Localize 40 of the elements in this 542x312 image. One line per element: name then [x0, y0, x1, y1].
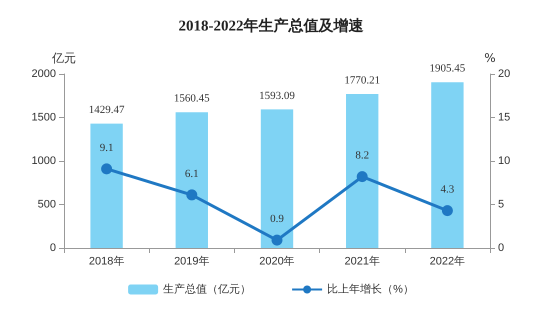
- x-tick-label: 2019年: [174, 256, 210, 268]
- y2-axis-title: %: [484, 51, 496, 65]
- legend-label: 生产总值（亿元）: [163, 282, 252, 296]
- y2-tick-label: 15: [498, 112, 510, 124]
- point: [356, 171, 368, 182]
- chart-title: 2018-2022年生产总值及增速: [178, 18, 364, 34]
- y2-tick-label: 10: [498, 155, 510, 167]
- y-tick-label: 2000: [32, 68, 56, 80]
- x-tick-label: 2020年: [259, 256, 295, 268]
- data-label: 8.2: [355, 150, 370, 162]
- y-tick-label: 1500: [32, 112, 56, 124]
- y2-tick-label: 0: [498, 242, 504, 254]
- bar: [346, 94, 378, 248]
- data-label: 9.1: [100, 142, 114, 154]
- y2-tick-label: 5: [498, 198, 504, 210]
- y2-tick-label: 20: [498, 68, 510, 80]
- data-label: 6.1: [184, 168, 199, 180]
- bar: [176, 112, 208, 248]
- point: [186, 189, 198, 200]
- point: [442, 205, 453, 216]
- y-tick-label: 0: [50, 242, 56, 254]
- x-tick-label: 2021年: [344, 256, 380, 268]
- y-tick-label: 1000: [32, 155, 56, 167]
- bar: [90, 124, 123, 248]
- data-label: 1770.21: [344, 74, 380, 86]
- x-tick-label: 2018年: [88, 256, 124, 268]
- y-tick-label: 500: [38, 198, 56, 210]
- data-label: 1560.45: [174, 92, 210, 105]
- y-axis-title: 亿元: [51, 51, 76, 65]
- data-label: 4.3: [440, 184, 455, 196]
- x-tick-label: 2022年: [430, 256, 466, 268]
- bar: [431, 82, 464, 248]
- legend-label: 比上年增长（%）: [327, 282, 414, 296]
- data-label: 0.9: [270, 213, 284, 226]
- point: [272, 234, 282, 246]
- data-label: 1429.47: [88, 104, 125, 116]
- data-label: 1905.45: [430, 62, 466, 75]
- bar: [260, 109, 294, 248]
- data-label: 1593.09: [259, 90, 296, 102]
- point: [101, 163, 112, 174]
